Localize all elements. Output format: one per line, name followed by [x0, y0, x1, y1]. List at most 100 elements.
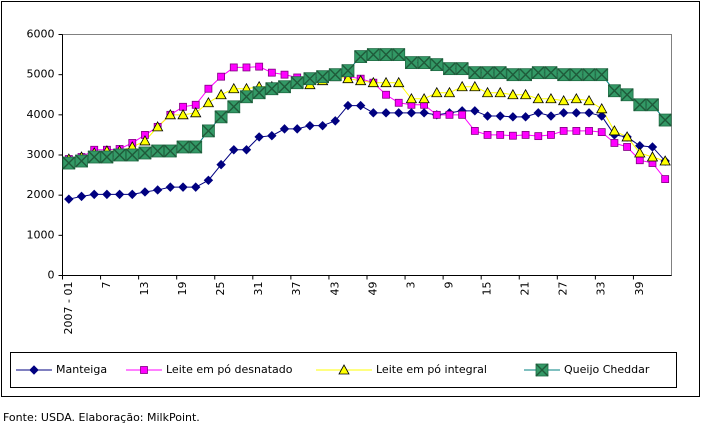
- marker: [659, 155, 671, 166]
- marker-cross: [544, 66, 558, 80]
- x-tick-label: 21: [519, 282, 532, 296]
- marker: [279, 124, 290, 134]
- marker: [481, 66, 495, 80]
- marker: [267, 68, 276, 77]
- marker: [596, 102, 608, 114]
- marker: [521, 131, 530, 139]
- marker-cross: [392, 48, 406, 62]
- marker: [29, 365, 39, 375]
- marker: [610, 139, 619, 147]
- marker-cross: [535, 363, 549, 377]
- marker-cross: [163, 144, 177, 158]
- marker: [382, 90, 390, 99]
- marker: [114, 189, 125, 200]
- marker: [229, 63, 238, 72]
- marker: [354, 50, 368, 64]
- marker-cross: [138, 146, 152, 160]
- marker: [381, 108, 391, 118]
- x-tick-label: 33: [595, 282, 608, 296]
- marker: [545, 92, 557, 104]
- legend-label: Leite em pó integral: [376, 363, 487, 376]
- legend-label: Leite em pó desnatado: [166, 363, 293, 376]
- marker: [569, 68, 583, 82]
- marker: [442, 62, 456, 76]
- marker-cross: [468, 66, 482, 80]
- marker: [546, 111, 556, 121]
- marker-cross: [252, 86, 266, 100]
- legend-label: Queijo Cheddar: [564, 363, 650, 376]
- marker: [178, 182, 188, 192]
- marker: [191, 182, 201, 192]
- marker: [214, 110, 228, 124]
- x-tick-label: 49: [366, 282, 379, 296]
- marker-cross: [481, 66, 495, 80]
- marker: [151, 121, 164, 132]
- marker: [177, 109, 189, 120]
- marker-cross: [493, 66, 507, 80]
- marker-cross: [62, 156, 76, 170]
- y-tick-label: 1000: [27, 228, 55, 241]
- marker-cross: [75, 154, 89, 168]
- marker: [534, 132, 543, 141]
- marker-cross: [417, 56, 431, 70]
- marker: [216, 159, 226, 170]
- marker: [217, 72, 225, 81]
- marker: [138, 146, 152, 160]
- marker-cross: [430, 58, 444, 72]
- marker-cross: [341, 64, 355, 78]
- marker: [317, 120, 328, 131]
- marker: [64, 194, 74, 204]
- marker-cross: [595, 68, 609, 82]
- marker: [482, 111, 493, 121]
- marker: [239, 90, 253, 104]
- marker: [379, 48, 393, 62]
- marker: [507, 88, 519, 100]
- marker: [557, 94, 570, 106]
- x-tick-label: 7: [100, 282, 113, 289]
- marker-cross: [176, 140, 190, 154]
- marker-cross: [265, 82, 279, 96]
- x-tick-label: 2007 - 01: [62, 282, 75, 335]
- marker: [406, 108, 417, 118]
- marker: [341, 64, 355, 78]
- marker-cross: [569, 68, 583, 82]
- marker: [76, 191, 87, 202]
- marker: [100, 150, 114, 164]
- marker: [303, 72, 317, 86]
- marker: [496, 131, 505, 139]
- marker: [163, 144, 177, 158]
- marker: [278, 80, 292, 94]
- marker: [355, 100, 366, 111]
- marker-cross: [227, 100, 241, 114]
- marker: [419, 108, 429, 118]
- marker: [455, 62, 469, 76]
- marker: [559, 127, 568, 135]
- y-tick-label: 0: [48, 269, 55, 282]
- marker-cross: [316, 70, 330, 84]
- marker: [607, 84, 621, 98]
- marker-cross: [607, 84, 621, 98]
- y-tick-label: 3000: [27, 148, 55, 161]
- marker: [102, 189, 112, 200]
- y-tick-label: 5000: [27, 68, 55, 81]
- x-tick-label: 31: [252, 282, 265, 296]
- marker: [571, 108, 582, 118]
- marker: [292, 124, 302, 134]
- marker-cross: [519, 68, 533, 82]
- marker: [139, 135, 151, 146]
- marker: [176, 140, 190, 154]
- marker-cross: [366, 48, 380, 62]
- y-tick-label: 4000: [27, 108, 55, 121]
- marker: [75, 154, 89, 168]
- marker: [620, 88, 634, 102]
- marker: [203, 175, 214, 186]
- marker: [431, 86, 443, 98]
- marker: [468, 66, 482, 80]
- marker-cross: [328, 68, 342, 82]
- marker: [113, 148, 127, 162]
- marker: [394, 98, 403, 107]
- marker: [570, 92, 583, 104]
- marker: [125, 148, 139, 162]
- marker: [164, 109, 177, 120]
